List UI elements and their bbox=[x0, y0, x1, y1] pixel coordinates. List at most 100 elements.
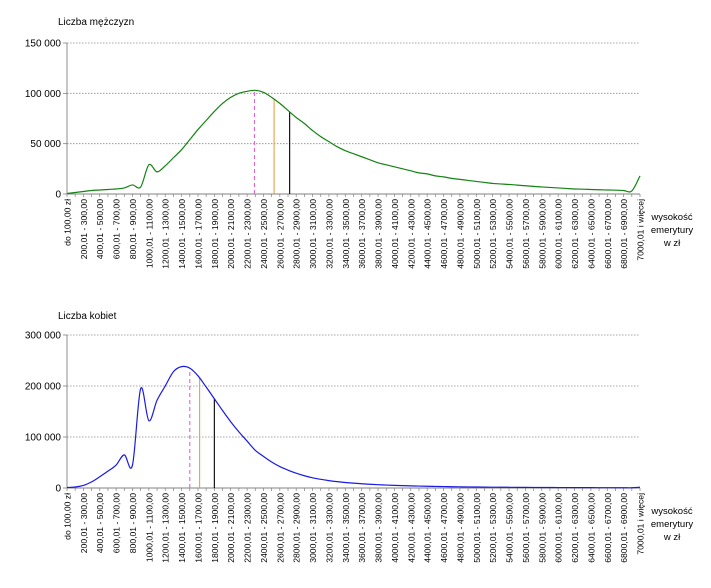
men-data-point bbox=[418, 172, 419, 173]
women-data-point bbox=[165, 385, 166, 386]
men-x-tick-label: 6400,01 - 6500,00 bbox=[586, 199, 596, 269]
men-data-point bbox=[517, 185, 518, 186]
men-x-tick-label: do 100,00 zł bbox=[63, 199, 73, 246]
women-data-point bbox=[582, 487, 583, 488]
women-data-point bbox=[99, 476, 100, 477]
women-x-tick-label: 1000,01 - 1100,00 bbox=[144, 493, 154, 562]
women-x-tick-label: 5000,01 - 5100,00 bbox=[472, 493, 482, 563]
men-x-tick-label: 1800,01 - 1900,00 bbox=[210, 199, 220, 269]
women-data-point bbox=[443, 486, 444, 487]
women-x-tick-label: 1400,01 - 1500,00 bbox=[177, 493, 187, 563]
women-data-point bbox=[623, 487, 624, 488]
men-data-point bbox=[206, 120, 207, 121]
women-x-tick-label: 4200,01 - 4300,00 bbox=[406, 493, 416, 563]
women-x-tick-label: 6400,01 - 6500,00 bbox=[586, 493, 596, 563]
women-x-tick-label: 3600,01 - 3700,00 bbox=[357, 493, 367, 563]
men-x-tick-label: 3600,01 - 3700,00 bbox=[357, 199, 367, 269]
women-y-tick-label: 300 000 bbox=[25, 331, 62, 342]
men-data-point bbox=[296, 117, 297, 118]
women-x-tick-label: 3400,01 - 3500,00 bbox=[341, 493, 351, 563]
women-data-point bbox=[598, 487, 599, 488]
women-data-point bbox=[181, 366, 182, 367]
women-data-point bbox=[230, 421, 231, 422]
men-data-point bbox=[156, 171, 157, 172]
women-x-tick-label: 1800,01 - 1900,00 bbox=[210, 493, 220, 563]
women-x-tick-label: 2400,01 - 2500,00 bbox=[259, 493, 269, 563]
women-x-tick-label: 600,01 - 700,00 bbox=[112, 493, 122, 553]
men-x-tick-label: 7000,01 i więcej bbox=[636, 199, 646, 261]
men-x-tick-label: 5400,01 - 5500,00 bbox=[505, 199, 515, 269]
men-data-point bbox=[500, 183, 501, 184]
men-x-tick-label: 600,01 - 700,00 bbox=[112, 199, 122, 259]
men-data-point bbox=[222, 103, 223, 104]
women-data-point bbox=[116, 464, 117, 465]
women-data-point bbox=[549, 487, 550, 488]
men-data-point bbox=[623, 190, 624, 191]
women-series-line bbox=[66, 365, 641, 489]
women-data-point bbox=[410, 485, 411, 486]
men-x-tick-label: 3000,01 - 3100,00 bbox=[308, 199, 318, 269]
women-data-point bbox=[590, 487, 591, 488]
women-data-point bbox=[541, 487, 542, 488]
women-x-tick-label: 6200,01 - 6300,00 bbox=[570, 493, 580, 563]
men-data-point bbox=[484, 182, 485, 183]
women-data-point bbox=[83, 485, 84, 486]
women-data-point bbox=[525, 487, 526, 488]
women-x-tick-label: 5400,01 - 5500,00 bbox=[505, 493, 515, 563]
men-data-point bbox=[451, 178, 452, 179]
men-x-tick-label: 5600,01 - 5700,00 bbox=[521, 199, 531, 269]
men-data-point bbox=[549, 187, 550, 188]
women-x-tick-label: 2000,01 - 2100,00 bbox=[226, 493, 236, 563]
women-data-point bbox=[328, 480, 329, 481]
women-data-point bbox=[255, 450, 256, 451]
men-x-axis-label: w zł bbox=[663, 238, 681, 249]
women-data-point bbox=[418, 485, 419, 486]
men-x-tick-label: 4200,01 - 4300,00 bbox=[406, 199, 416, 269]
women-data-point bbox=[312, 477, 313, 478]
men-data-point bbox=[525, 185, 526, 186]
men-x-tick-label: 2800,01 - 2900,00 bbox=[292, 199, 302, 269]
men-data-point bbox=[181, 149, 182, 150]
women-x-tick-label: 4600,01 - 4700,00 bbox=[439, 493, 449, 563]
women-data-point bbox=[246, 440, 247, 441]
women-data-point bbox=[451, 486, 452, 487]
women-data-point bbox=[353, 483, 354, 484]
women-x-tick-label: 5600,01 - 5700,00 bbox=[521, 493, 531, 563]
men-data-point bbox=[508, 184, 509, 185]
men-data-point bbox=[83, 191, 84, 192]
women-data-point bbox=[402, 485, 403, 486]
women-data-point bbox=[279, 466, 280, 467]
women-data-point bbox=[492, 487, 493, 488]
men-data-point bbox=[246, 91, 247, 92]
men-x-tick-label: 4800,01 - 4900,00 bbox=[455, 199, 465, 269]
women-data-point bbox=[75, 486, 76, 487]
women-data-point bbox=[132, 464, 133, 465]
women-x-tick-label: 6600,01 - 6700,00 bbox=[603, 493, 613, 563]
men-data-point bbox=[197, 129, 198, 130]
women-x-tick-label: 7000,01 i więcej bbox=[636, 493, 646, 555]
men-data-point bbox=[124, 187, 125, 188]
men-data-point bbox=[402, 168, 403, 169]
women-data-point bbox=[476, 486, 477, 487]
men-data-point bbox=[230, 97, 231, 98]
men-x-tick-label: 2600,01 - 2700,00 bbox=[275, 199, 285, 269]
men-data-point bbox=[214, 111, 215, 112]
men-data-point bbox=[271, 97, 272, 98]
women-data-point bbox=[189, 368, 190, 369]
men-data-point bbox=[361, 156, 362, 157]
women-data-point bbox=[484, 487, 485, 488]
women-data-point bbox=[639, 487, 640, 488]
women-data-point bbox=[287, 470, 288, 471]
women-x-tick-label: 200,01 - 300,00 bbox=[79, 493, 89, 553]
men-data-point bbox=[541, 186, 542, 187]
women-x-axis-label: w zł bbox=[663, 532, 681, 543]
women-data-point bbox=[173, 371, 174, 372]
men-data-point bbox=[116, 188, 117, 189]
women-data-point bbox=[615, 487, 616, 488]
men-data-point bbox=[345, 150, 346, 151]
men-x-tick-label: 3800,01 - 3900,00 bbox=[374, 199, 384, 269]
men-x-tick-label: 4000,01 - 4100,00 bbox=[390, 199, 400, 269]
men-x-tick-label: 200,01 - 300,00 bbox=[79, 199, 89, 259]
men-x-tick-label: 1400,01 - 1500,00 bbox=[177, 199, 187, 269]
women-data-point bbox=[459, 486, 460, 487]
